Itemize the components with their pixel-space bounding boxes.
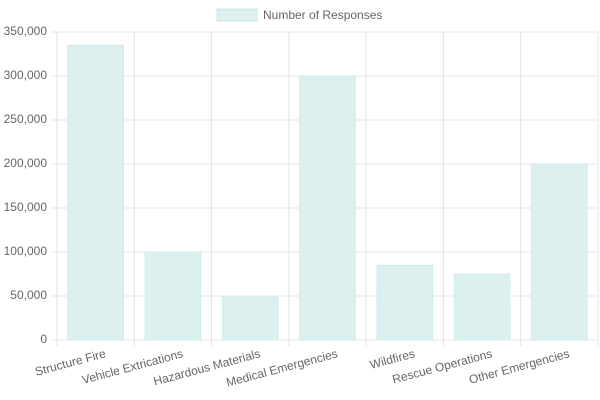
y-tick-label: 250,000 [4,112,48,126]
y-tick-label: 50,000 [10,288,47,302]
y-tick-label: 300,000 [4,68,48,82]
y-tick-label: 0 [40,332,47,346]
bar [299,75,356,341]
legend-label[interactable]: Number of Responses [263,8,382,22]
bar [221,295,279,341]
bar [453,273,511,341]
y-tick-label: 150,000 [4,200,48,214]
y-tick-label: 200,000 [4,156,48,170]
bar [144,251,202,341]
bar [67,44,124,341]
bar [376,264,434,341]
bar [531,163,588,341]
y-tick-label: 350,000 [4,24,48,38]
y-tick-label: 100,000 [4,244,48,258]
legend-swatch[interactable] [216,8,258,22]
